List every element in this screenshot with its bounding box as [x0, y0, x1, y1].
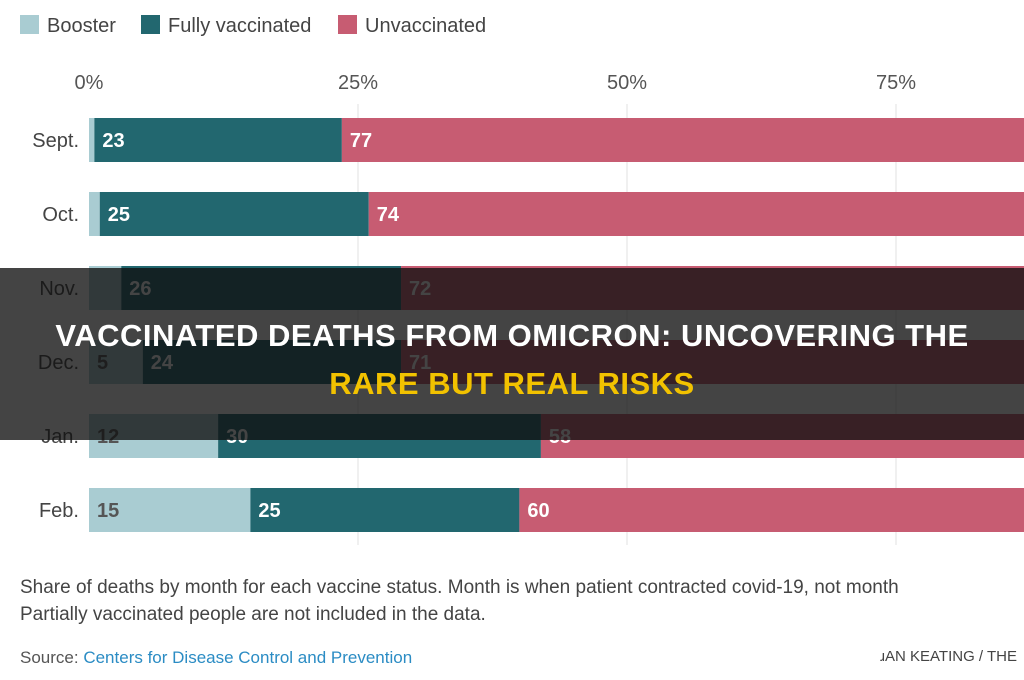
legend-label-2: Unvaccinated: [365, 15, 486, 37]
bar-1-5: [250, 488, 520, 532]
x-tick-label-0: 0%: [75, 72, 104, 94]
bar-1-0: [94, 118, 342, 162]
legend-swatch-1: [141, 15, 160, 34]
x-axis-ticks: 0% 25% 50% 75%: [75, 72, 917, 94]
headline-line-1: VACCINATED DEATHS FROM OMICRON: UNCOVERI…: [55, 318, 969, 353]
bar-2-0: [341, 118, 1024, 162]
bar-label-2-0: 77: [350, 130, 372, 152]
bar-2-1: [368, 192, 1024, 236]
legend-swatch-2: [338, 15, 357, 34]
bar-label-1-1: 25: [108, 204, 130, 226]
category-label-5: Feb.: [39, 500, 79, 522]
headline-overlay: [0, 268, 1024, 440]
bar-1-1: [99, 192, 369, 236]
bar-label-2-5: 60: [527, 500, 549, 522]
source-label: Source:: [20, 648, 79, 667]
bar-0-0: [89, 118, 95, 162]
legend-swatch-0: [20, 15, 39, 34]
bar-label-1-0: 23: [102, 130, 124, 152]
x-tick-label-3: 75%: [876, 72, 916, 94]
source-line: Source: Centers for Disease Control and …: [20, 648, 412, 668]
photo-credit: ɹAN KEATING / THE: [880, 648, 1017, 665]
bar-0-1: [89, 192, 100, 236]
bar-label-2-1: 74: [377, 204, 400, 226]
x-tick-label-1: 25%: [338, 72, 378, 94]
bar-label-0-5: 15: [97, 500, 119, 522]
bar-label-1-5: 25: [258, 500, 280, 522]
category-label-0: Sept.: [32, 130, 79, 152]
headline-line-2: RARE BUT REAL RISKS: [329, 366, 695, 401]
legend-label-0: Booster: [47, 15, 116, 37]
source-link[interactable]: Centers for Disease Control and Preventi…: [83, 648, 413, 667]
chart-legend: Booster Fully vaccinated Unvaccinated: [20, 15, 486, 37]
legend-label-1: Fully vaccinated: [168, 15, 311, 37]
category-label-1: Oct.: [42, 204, 79, 226]
chart-note-line-2: Partially vaccinated people are not incl…: [20, 604, 486, 625]
bar-2-5: [519, 488, 1024, 532]
x-tick-label-2: 50%: [607, 72, 647, 94]
bar-0-5: [89, 488, 251, 532]
chart-note-line-1: Share of deaths by month for each vaccin…: [20, 577, 899, 598]
